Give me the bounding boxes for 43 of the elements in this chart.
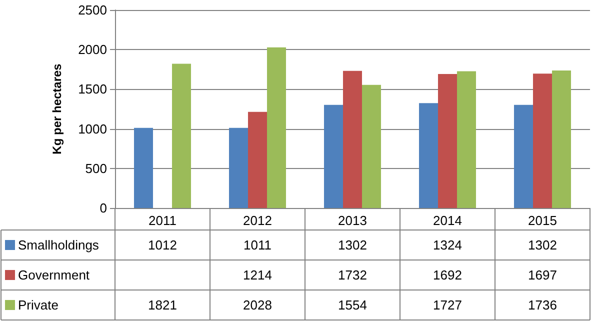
bar [533, 74, 552, 208]
legend-label: Government [18, 268, 90, 282]
x-tick-label: 2013 [338, 213, 367, 228]
data-label: 1214 [243, 268, 272, 282]
data-label: 2028 [243, 298, 272, 312]
data-label: 1302 [338, 238, 367, 252]
data-label: 1732 [338, 268, 367, 282]
bar [267, 47, 286, 208]
x-tick-label: 2011 [148, 213, 176, 228]
legend-label: Private [18, 298, 58, 312]
data-label: 1324 [433, 238, 462, 252]
bar [438, 74, 457, 208]
data-label: 1554 [338, 298, 367, 312]
bar [229, 128, 248, 208]
bar [324, 104, 343, 208]
y-axis-title: Kg per hectares [50, 63, 64, 154]
y-tick-label: 2500 [78, 2, 107, 18]
data-label: 1692 [433, 268, 462, 282]
x-tick-label: 2014 [433, 213, 462, 228]
data-label: 1821 [148, 298, 177, 312]
bar [172, 64, 191, 208]
bar [343, 70, 362, 208]
data-label: 1302 [528, 238, 557, 252]
bar [552, 70, 571, 208]
x-tick-label: 2015 [528, 213, 557, 228]
bar [362, 84, 381, 208]
data-label: 1011 [244, 238, 272, 252]
data-label: 1736 [528, 298, 557, 312]
bar [248, 112, 267, 208]
y-tick-label: 1500 [78, 82, 107, 97]
y-tick-label: 2000 [78, 42, 107, 58]
data-label: 1012 [148, 238, 177, 252]
y-tick-label: 0 [100, 200, 107, 216]
bar [134, 128, 153, 208]
data-label: 1697 [528, 268, 557, 282]
data-label: 1727 [433, 298, 462, 312]
bar [419, 103, 438, 208]
bar [457, 71, 476, 208]
x-tick-label: 2012 [243, 213, 272, 228]
bar [514, 104, 533, 208]
legend-label: Smallholdings [18, 238, 100, 252]
y-tick-label: 1000 [78, 121, 107, 136]
y-tick-label: 500 [85, 160, 107, 176]
